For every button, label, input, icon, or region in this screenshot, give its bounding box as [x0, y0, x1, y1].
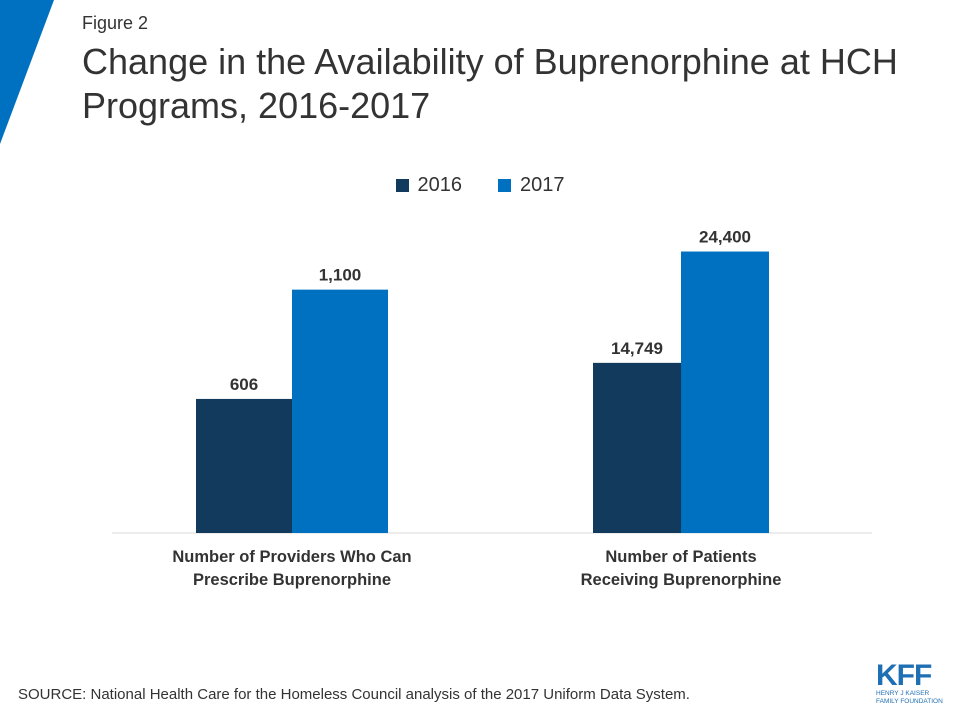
kff-logo-subtitle: HENRY J KAISER FAMILY FOUNDATION	[876, 690, 943, 705]
category-label-0-line-0: Number of Providers Who Can	[172, 548, 411, 566]
bar-2017-cat-1	[681, 251, 769, 533]
legend-swatch-2016	[395, 179, 409, 192]
bar-2016-cat-1	[593, 362, 681, 533]
legend-label-2017: 2017	[520, 174, 565, 196]
kff-logo: KFF HENRY J KAISER FAMILY FOUNDATION	[876, 659, 946, 706]
category-label-1-line-0: Number of Patients	[605, 548, 756, 566]
data-label-2016-cat-0: 606	[230, 375, 258, 394]
chart-legend: 2016 2017	[0, 174, 960, 197]
source-note: SOURCE: National Health Care for the Hom…	[18, 686, 690, 703]
data-label-2017-cat-0: 1,100	[319, 266, 362, 285]
bar-2017-cat-0	[292, 289, 388, 533]
category-label-0-line-1: Prescribe Buprenorphine	[193, 571, 391, 589]
data-label-2016-cat-1: 14,749	[611, 339, 663, 358]
legend-swatch-2017	[498, 179, 511, 192]
chart-title: Change in the Availability of Buprenorph…	[82, 41, 898, 126]
legend-item-2016: 2016	[395, 174, 463, 197]
corner-accent-shape	[0, 0, 54, 144]
data-label-2017-cat-1: 24,400	[699, 228, 751, 247]
figure-label: Figure 2	[82, 13, 149, 33]
category-label-1-line-1: Receiving Buprenorphine	[581, 571, 782, 589]
legend-item-2017: 2017	[498, 174, 565, 197]
legend-label-2016: 2016	[417, 174, 463, 196]
bar-2016-cat-0	[196, 398, 292, 533]
kff-logo-letters: KFF	[876, 659, 932, 692]
